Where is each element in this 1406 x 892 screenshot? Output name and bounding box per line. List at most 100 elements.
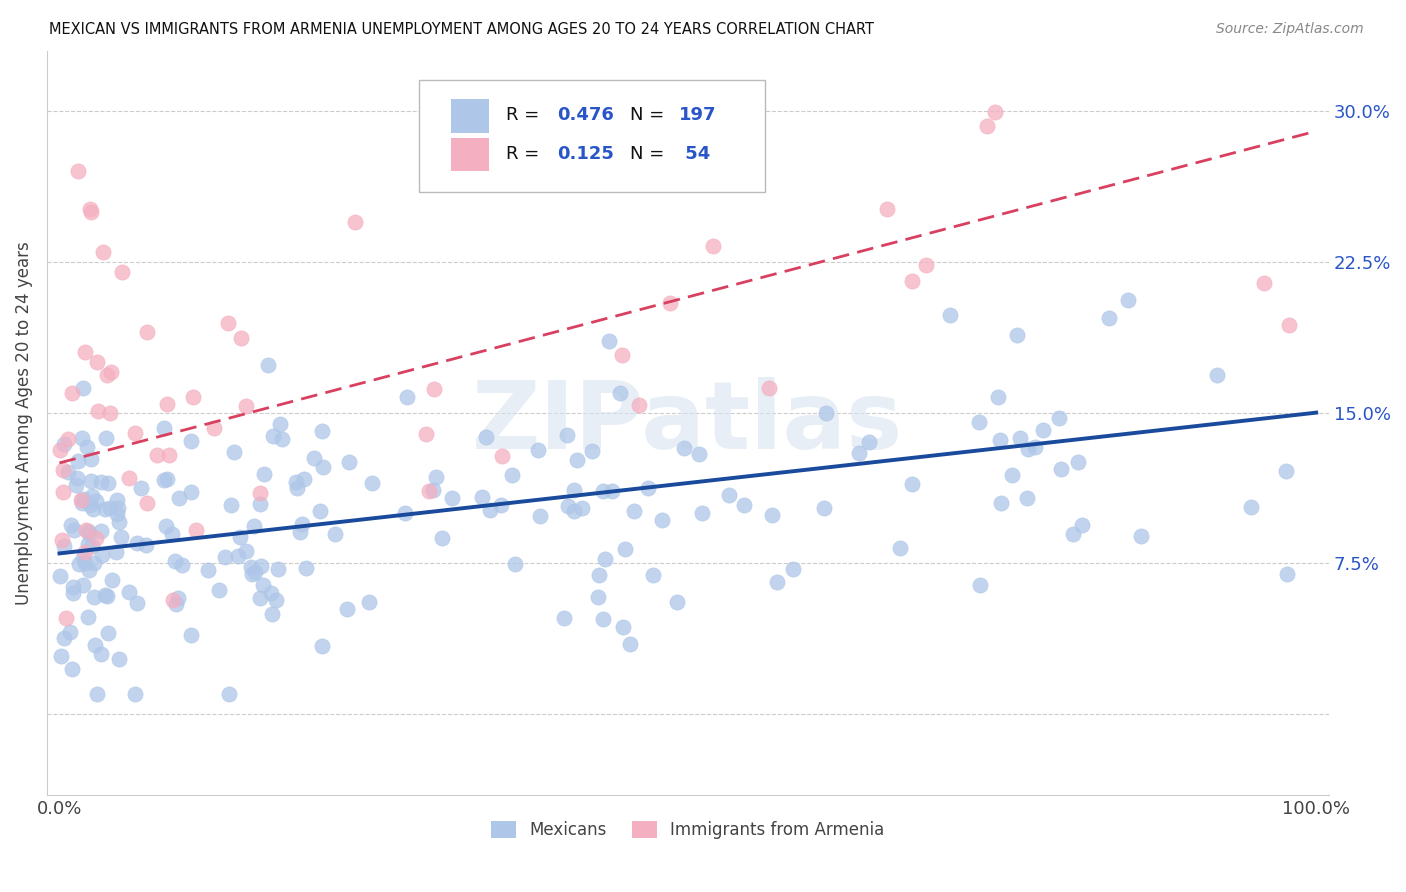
Point — [181, 390, 204, 404]
Point — [156, 397, 179, 411]
Point — [51, 533, 73, 548]
Point — [1278, 318, 1301, 333]
Point — [475, 429, 498, 443]
Point — [76, 440, 98, 454]
Point — [1050, 461, 1073, 475]
Point — [240, 566, 263, 581]
Point — [208, 582, 231, 597]
Point — [343, 215, 366, 229]
Point — [249, 486, 271, 500]
Text: N =: N = — [630, 106, 671, 124]
Point — [86, 494, 108, 508]
Point — [77, 537, 100, 551]
Point — [96, 590, 118, 604]
Point — [87, 403, 110, 417]
Point — [733, 498, 755, 512]
Point — [118, 471, 141, 485]
Point — [478, 502, 501, 516]
Point — [224, 445, 246, 459]
Point — [1070, 518, 1092, 533]
Point — [848, 446, 870, 460]
Point — [360, 476, 382, 491]
Point — [75, 545, 97, 559]
Point — [60, 662, 83, 676]
Point — [688, 447, 710, 461]
Point — [165, 554, 187, 568]
Point — [357, 594, 380, 608]
Point — [243, 518, 266, 533]
Point — [471, 490, 494, 504]
Point — [107, 500, 129, 515]
Point — [235, 544, 257, 558]
Point — [1118, 293, 1140, 307]
Point — [53, 437, 76, 451]
Point — [291, 516, 314, 531]
Point — [702, 239, 724, 253]
Text: N =: N = — [630, 145, 671, 163]
Point — [66, 453, 89, 467]
Point — [889, 541, 911, 556]
Point — [186, 523, 208, 537]
Text: 54: 54 — [679, 145, 710, 163]
Point — [53, 631, 76, 645]
Point — [110, 530, 132, 544]
Point — [107, 515, 129, 529]
Point — [67, 558, 90, 572]
Legend: Mexicans, Immigrants from Armenia: Mexicans, Immigrants from Armenia — [485, 814, 891, 846]
Point — [72, 578, 94, 592]
Point — [262, 607, 284, 621]
Point — [59, 518, 82, 533]
Point — [214, 550, 236, 565]
Point — [69, 493, 91, 508]
Point — [159, 448, 181, 462]
Point — [72, 492, 94, 507]
Point — [394, 506, 416, 520]
Point — [129, 481, 152, 495]
Point — [101, 574, 124, 588]
Point — [758, 381, 780, 395]
Point — [136, 495, 159, 509]
Point — [309, 504, 332, 518]
Point — [1062, 527, 1084, 541]
Point — [672, 441, 695, 455]
Point — [1274, 464, 1296, 478]
Point — [80, 204, 103, 219]
Point — [858, 435, 880, 450]
Point — [180, 484, 202, 499]
Point — [323, 527, 346, 541]
Point — [612, 620, 634, 634]
Point — [55, 611, 77, 625]
Point — [202, 421, 225, 435]
Point — [72, 496, 94, 510]
Point — [97, 626, 120, 640]
Point — [627, 398, 650, 412]
Point — [529, 509, 551, 524]
Point — [77, 563, 100, 577]
Point — [105, 492, 128, 507]
Point — [271, 433, 294, 447]
Point — [761, 508, 783, 522]
Point — [592, 612, 614, 626]
Point — [430, 531, 453, 545]
Point — [717, 487, 740, 501]
Point — [229, 330, 252, 344]
Point — [553, 611, 575, 625]
Point — [285, 481, 308, 495]
Point — [63, 523, 86, 537]
Point — [162, 593, 184, 607]
Point — [422, 483, 444, 497]
Point — [165, 597, 187, 611]
Point — [987, 391, 1010, 405]
Point — [440, 491, 463, 506]
Point — [135, 538, 157, 552]
Point — [70, 431, 93, 445]
Point — [659, 295, 682, 310]
Point — [267, 561, 290, 575]
Point — [335, 602, 357, 616]
Point — [105, 507, 128, 521]
Point — [100, 365, 122, 379]
Point — [969, 577, 991, 591]
Point — [217, 317, 239, 331]
Point — [229, 530, 252, 544]
Point — [90, 475, 112, 489]
